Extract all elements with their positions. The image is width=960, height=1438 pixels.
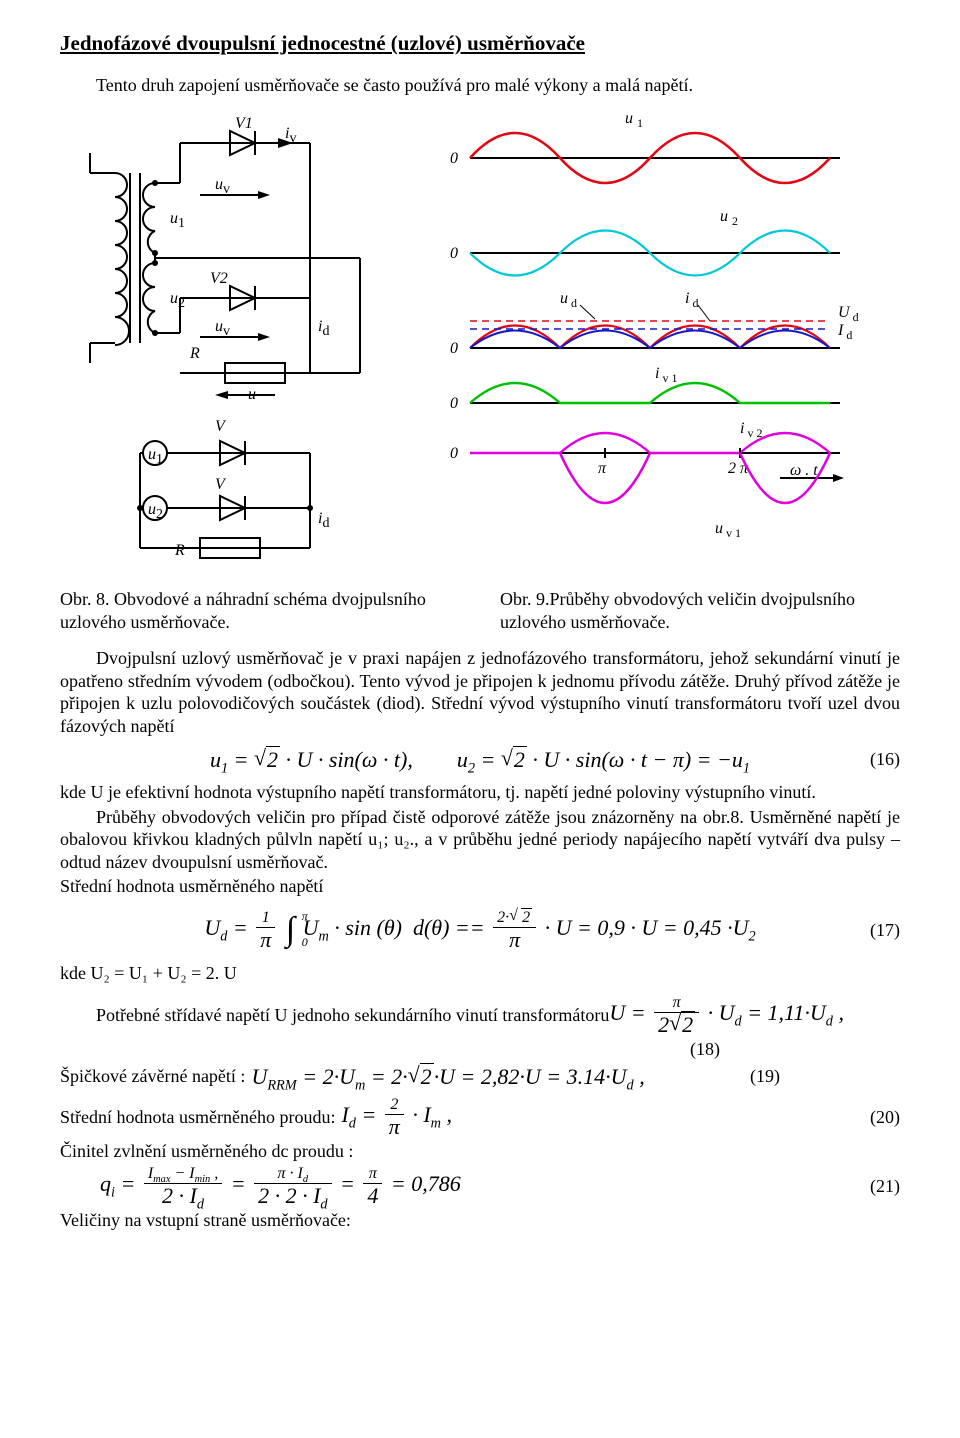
eq-16: u1 = 2 · U · sin(ω · t), u2 = 2 · U · si…: [60, 739, 900, 779]
svg-text:uv: uv: [215, 176, 230, 197]
svg-text:0: 0: [450, 150, 458, 167]
eq-18-num-row: (18): [60, 1038, 900, 1061]
figure-captions: Obr. 8. Obvodové a náhradní schéma dvojp…: [60, 588, 900, 633]
para5: Činitel zvlnění usměrněného dc proudu :: [60, 1140, 900, 1163]
line-kde: kde U₂ = U₁ + U₂ = 2. U: [60, 962, 900, 985]
para1: Dvojpulsní uzlový usměrňovač je v praxi …: [60, 647, 900, 737]
para2b: Průběhy obvodových veličin pro případ či…: [60, 806, 900, 874]
svg-text:V: V: [215, 476, 227, 493]
svg-text:u2: u2: [170, 290, 185, 311]
svg-text:i v 1: i v 1: [655, 365, 677, 385]
page-title: Jednofázové dvoupulsní jednocestné (uzlo…: [60, 30, 900, 56]
para2a: kde U je efektivní hodnota výstupního na…: [60, 781, 900, 804]
schematic-figure: .w{stroke:#000;stroke-width:2;fill:none}…: [60, 103, 420, 579]
waveform-svg: .ax{stroke:#000;stroke-width:2;fill:none…: [440, 103, 870, 573]
svg-text:u1: u1: [170, 210, 185, 231]
schematic-svg: .w{stroke:#000;stroke-width:2;fill:none}…: [60, 103, 420, 573]
svg-text:u 1: u 1: [625, 110, 643, 130]
svg-text:V1: V1: [235, 115, 253, 132]
eq21-num: (21): [870, 1175, 900, 1198]
para3: Střední hodnota usměrněného napětí: [60, 875, 900, 898]
svg-text:I d: I d: [837, 322, 852, 342]
svg-text:R: R: [174, 542, 185, 559]
eq16-num: (16): [870, 748, 900, 771]
svg-text:0: 0: [450, 445, 458, 462]
svg-text:u 2: u 2: [720, 208, 738, 228]
intro-text: Tento druh zapojení usměrňovače se často…: [60, 74, 900, 97]
eq-17: Ud = 1π ∫π0 Um · sin (θ) d(θ) == 2·2π · …: [60, 900, 900, 960]
caption-right: Obr. 9.Průběhy obvodových veličin dvojpu…: [500, 588, 900, 633]
svg-text:uv: uv: [215, 318, 230, 339]
svg-text:0: 0: [450, 395, 458, 412]
para4: Potřebné střídavé napětí U jednoho sekun…: [60, 1004, 609, 1027]
svg-text:u d: u d: [560, 290, 577, 310]
svg-text:u v 1: u v 1: [715, 520, 741, 540]
body-text: Dvojpulsní uzlový usměrňovač je v praxi …: [60, 647, 900, 1231]
svg-text:ω . t: ω . t: [790, 462, 818, 479]
waveform-figure: .ax{stroke:#000;stroke-width:2;fill:none…: [440, 103, 870, 579]
svg-text:id: id: [318, 318, 329, 339]
eq-18-line: Potřebné střídavé napětí U jednoho sekun…: [60, 994, 900, 1036]
eq17-num: (17): [870, 919, 900, 942]
caption-left: Obr. 8. Obvodové a náhradní schéma dvojp…: [60, 588, 460, 633]
svg-text:0: 0: [450, 340, 458, 357]
para6: Veličiny na vstupní straně usměrňovače:: [60, 1209, 900, 1232]
eq-21: qi = Imax − Imin , 2 · Id = π · Id 2 · 2…: [60, 1165, 900, 1207]
svg-text:i d: i d: [685, 290, 698, 310]
figure-row: .w{stroke:#000;stroke-width:2;fill:none}…: [60, 103, 900, 579]
svg-text:π: π: [598, 460, 607, 477]
svg-text:V: V: [215, 418, 227, 435]
svg-text:i v 2: i v 2: [740, 420, 762, 440]
eq19-num: (19): [750, 1065, 780, 1088]
eq-19: Špičkové závěrné napětí : URRM = 2·Um = …: [60, 1063, 900, 1091]
svg-text:U d: U d: [838, 304, 859, 324]
eq20-lead: Střední hodnota usměrněného proudu:: [60, 1106, 335, 1129]
svg-text:0: 0: [450, 245, 458, 262]
svg-text:R: R: [189, 345, 200, 362]
eq18-num: (18): [690, 1038, 720, 1061]
eq20-num: (20): [870, 1106, 900, 1129]
svg-text:id: id: [318, 510, 329, 531]
svg-text:V2: V2: [210, 270, 228, 287]
eq19-lead: Špičkové závěrné napětí :: [60, 1065, 245, 1088]
eq-20: Střední hodnota usměrněného proudu: Id =…: [60, 1096, 900, 1138]
